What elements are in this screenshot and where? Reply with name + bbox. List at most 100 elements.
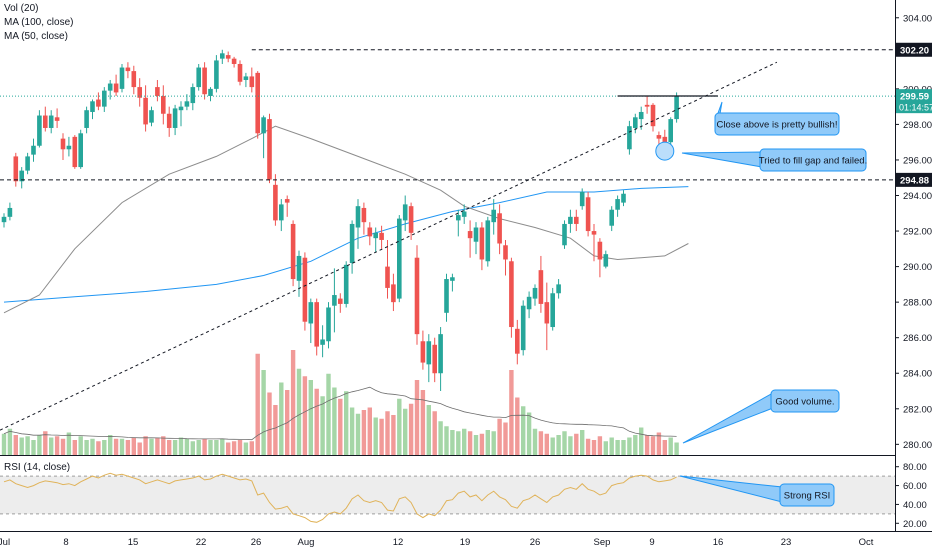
- volume-bar: [532, 428, 538, 455]
- volume-bar: [556, 435, 561, 455]
- volume-bar: [662, 440, 667, 455]
- legend-rsi[interactable]: RSI (14, close): [4, 462, 71, 473]
- annotations: Close above is pretty bullish! Tried to f…: [679, 101, 867, 507]
- volume-bar: [332, 387, 337, 455]
- legend-volume[interactable]: Vol (20): [4, 3, 39, 14]
- volume-bar: [609, 437, 614, 455]
- current-price-tag-bg: [896, 89, 932, 114]
- candle-body: [332, 295, 337, 306]
- volume-bar: [526, 412, 532, 455]
- candle-body: [302, 257, 308, 322]
- candle-body: [90, 101, 95, 112]
- rsi-tick-label: 80.00: [903, 462, 927, 473]
- gap-marker-circle: [655, 141, 675, 161]
- candle-body: [149, 110, 154, 123]
- volume-bar: [7, 428, 13, 455]
- volume-bar: [208, 440, 213, 455]
- volume-bar: [432, 411, 437, 455]
- volume-bar: [544, 433, 549, 455]
- candle-body: [279, 204, 284, 221]
- legend-ma50[interactable]: MA (50, close): [4, 31, 68, 42]
- volume-bar: [226, 442, 231, 455]
- volume-bar: [220, 438, 225, 455]
- volume-bar: [249, 441, 254, 455]
- candle-body: [432, 344, 437, 374]
- volume-bar: [308, 380, 313, 455]
- candle-body: [231, 58, 237, 64]
- candle-body: [544, 302, 550, 324]
- high-level-tag: 302.20: [900, 45, 929, 56]
- candle-body: [503, 245, 508, 260]
- volume-bar: [137, 442, 142, 455]
- volume-bar: [279, 382, 284, 455]
- volume-bar: [426, 405, 431, 455]
- candle-body: [1, 216, 7, 223]
- candle-body: [125, 67, 131, 72]
- rsi-line: [3, 472, 677, 523]
- candle-body: [48, 115, 54, 128]
- volume-bar: [214, 440, 219, 455]
- volume-bar: [515, 397, 520, 455]
- candle-body: [72, 136, 78, 168]
- candle-body: [373, 232, 378, 239]
- candles: [1, 49, 679, 392]
- candle-body: [650, 104, 656, 127]
- volume-bar: [72, 440, 77, 455]
- candle-body: [402, 204, 408, 221]
- candle-body: [178, 106, 184, 111]
- candle-body: [644, 104, 650, 107]
- note-volume: Good volume.: [682, 389, 840, 444]
- volume-bar: [497, 418, 502, 455]
- price-tick-label: 304.00: [903, 13, 932, 24]
- candle-body: [638, 111, 644, 120]
- candle-body: [314, 302, 319, 347]
- volume-bar: [326, 373, 331, 455]
- volume-bar: [37, 435, 42, 455]
- trend-line: [0, 61, 778, 431]
- price-tick-label: 294.00: [903, 191, 932, 202]
- candle-body: [562, 223, 567, 246]
- volume-bar: [668, 437, 673, 455]
- candle-body: [574, 216, 579, 224]
- candle-body: [397, 218, 402, 299]
- candle-body: [131, 71, 137, 88]
- candle-body: [497, 213, 502, 244]
- candle-body: [621, 193, 626, 203]
- candle-body: [349, 223, 355, 264]
- note-close-above: Close above is pretty bullish!: [714, 101, 840, 136]
- candle-body: [7, 207, 13, 217]
- volume-bar: [255, 353, 260, 455]
- price-tick-label: 292.00: [903, 227, 932, 238]
- support-level-tag-bg: [896, 172, 932, 187]
- time-tick-label: 22: [196, 537, 207, 548]
- volume-bar: [267, 392, 272, 455]
- high-level-tag-bg: [896, 42, 932, 57]
- candle-body: [296, 255, 302, 281]
- volume-bar: [190, 441, 195, 455]
- volume-bar: [66, 432, 72, 455]
- volume-bar: [456, 431, 461, 455]
- candle-body: [155, 87, 160, 96]
- candle-body: [414, 257, 420, 335]
- candle-body: [491, 209, 496, 223]
- candle-body: [113, 83, 119, 93]
- candle-body: [237, 63, 243, 82]
- candle-body: [261, 117, 266, 134]
- volume-bar: [568, 436, 573, 455]
- volume-bar: [167, 440, 172, 455]
- candle-body: [19, 170, 24, 182]
- volume-bar: [113, 438, 119, 455]
- legend-ma100[interactable]: MA (100, close): [4, 17, 74, 28]
- volume-bar: [521, 406, 526, 455]
- volume-bar: [19, 437, 24, 455]
- candle-body: [107, 83, 113, 91]
- volume-bar: [184, 438, 190, 455]
- candle-body: [37, 115, 42, 146]
- volume-bar: [379, 418, 384, 455]
- time-tick-label: Sep: [594, 537, 611, 548]
- volume-bar: [155, 437, 160, 455]
- volume-bar: [408, 403, 414, 455]
- note-volume-pointer: [682, 392, 774, 444]
- candle-body: [479, 227, 485, 260]
